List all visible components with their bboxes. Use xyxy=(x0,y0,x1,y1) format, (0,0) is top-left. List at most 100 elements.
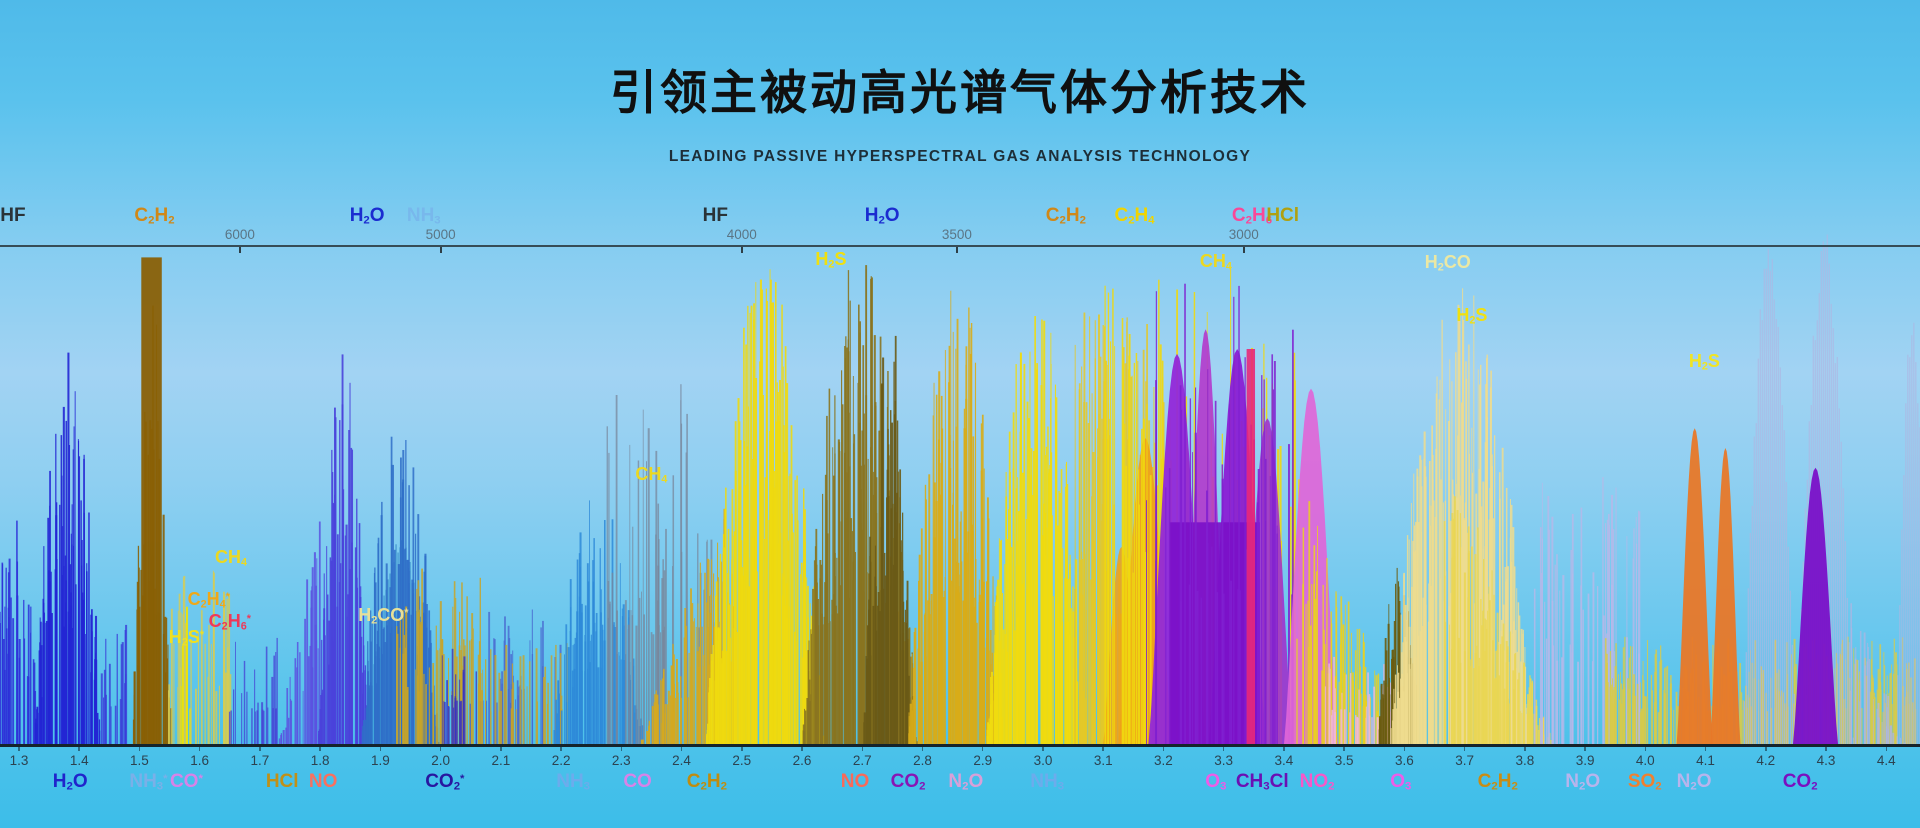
spectral-band xyxy=(547,682,549,745)
spectral-band xyxy=(846,347,849,745)
spectral-band xyxy=(683,637,685,745)
spectral-band xyxy=(1503,688,1506,745)
spectral-band xyxy=(1015,488,1018,745)
spectral-band xyxy=(1022,472,1024,745)
spectral-band xyxy=(246,691,248,745)
spectral-band xyxy=(932,415,934,745)
spectral-band xyxy=(803,731,806,745)
spectral-band xyxy=(566,702,568,745)
spectral-band xyxy=(463,656,466,745)
spectral-band xyxy=(1391,658,1393,745)
spectral-band xyxy=(1083,312,1086,745)
spectral-band xyxy=(1122,360,1125,745)
spectral-band xyxy=(1539,527,1542,745)
spectral-band xyxy=(1296,638,1298,745)
spectral-band xyxy=(69,624,72,745)
spectral-band xyxy=(1400,614,1402,745)
spectral-band xyxy=(1415,550,1417,745)
spectral-band xyxy=(165,617,168,745)
spectral-band xyxy=(570,607,572,745)
spectral-band xyxy=(536,701,538,745)
spectral-band xyxy=(1396,567,1398,745)
spectral-band xyxy=(597,667,600,745)
spectral-band xyxy=(1907,354,1909,745)
spectral-band xyxy=(998,538,1000,745)
spectral-band xyxy=(26,676,29,745)
spectral-band xyxy=(369,688,372,745)
spectral-band xyxy=(1840,441,1842,745)
spectral-band xyxy=(1129,507,1131,745)
spectral-band xyxy=(1229,403,1230,745)
spectral-band xyxy=(1869,691,1872,745)
spectral-band xyxy=(1512,670,1515,745)
spectral-band xyxy=(1017,511,1020,745)
spectral-band xyxy=(1777,326,1779,745)
spectral-band xyxy=(711,672,713,745)
spectral-band xyxy=(354,547,357,745)
spectral-band xyxy=(822,493,824,745)
spectral-band xyxy=(750,305,753,745)
spectral-band xyxy=(810,694,812,745)
spectral-band xyxy=(1822,241,1824,746)
spectral-band xyxy=(1321,670,1324,745)
spectral-band xyxy=(1155,291,1157,745)
spectral-band xyxy=(990,677,992,745)
spectral-band xyxy=(1408,664,1411,745)
spectral-band xyxy=(650,632,653,745)
spectral-band xyxy=(1636,683,1639,745)
spectral-band xyxy=(594,622,596,745)
spectral-band xyxy=(152,305,154,745)
spectral-band xyxy=(80,500,82,745)
spectral-band xyxy=(280,733,282,745)
spectral-band xyxy=(1881,722,1883,745)
spectral-band xyxy=(500,690,503,745)
spectral-band xyxy=(1064,578,1066,745)
spectral-band xyxy=(955,592,958,745)
spectral-band xyxy=(282,730,284,745)
spectral-band xyxy=(1020,353,1022,745)
spectral-band xyxy=(1911,702,1914,745)
spectral-band xyxy=(386,625,388,745)
spectral-band xyxy=(218,685,221,745)
spectral-band xyxy=(975,622,978,745)
spectral-band xyxy=(99,730,101,745)
spectral-band xyxy=(781,595,784,745)
spectral-band xyxy=(456,700,458,745)
spectral-band xyxy=(873,335,876,745)
spectral-band xyxy=(1498,675,1501,745)
spectral-band xyxy=(273,655,275,745)
spectral-band xyxy=(402,659,405,745)
spectral-band xyxy=(1239,590,1241,745)
spectral-band xyxy=(70,616,72,745)
spectral-band xyxy=(1341,612,1343,745)
spectral-band xyxy=(1221,464,1224,745)
spectral-band xyxy=(142,626,144,745)
spectral-band xyxy=(361,730,363,745)
spectral-band xyxy=(1125,465,1127,745)
spectral-band xyxy=(663,570,666,745)
spectral-band xyxy=(690,588,692,745)
spectral-band xyxy=(1074,344,1076,745)
spectral-band xyxy=(1602,477,1604,745)
spectral-band xyxy=(370,641,372,745)
spectral-band xyxy=(1417,635,1420,745)
spectral-band xyxy=(392,464,394,745)
spectral-band xyxy=(1890,725,1892,745)
spectral-band xyxy=(1395,583,1397,745)
spectral-band xyxy=(631,615,634,745)
spectral-band xyxy=(917,648,920,745)
spectral-band xyxy=(1453,496,1456,745)
spectral-band xyxy=(1631,646,1633,745)
spectral-band xyxy=(156,615,158,745)
spectral-band xyxy=(1146,500,1147,745)
spectral-band xyxy=(1494,435,1496,745)
spectral-band xyxy=(1368,694,1371,745)
spectral-band xyxy=(1459,662,1462,745)
spectral-band xyxy=(328,664,330,745)
spectral-band xyxy=(411,579,414,745)
spectral-band xyxy=(1230,580,1233,745)
spectral-band xyxy=(695,626,697,745)
spectral-band xyxy=(1121,318,1124,745)
spectral-band xyxy=(1615,487,1617,745)
spectral-band xyxy=(157,421,159,745)
